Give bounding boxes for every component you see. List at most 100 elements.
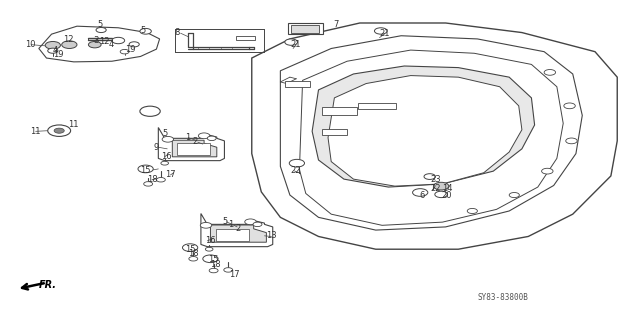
Polygon shape	[299, 50, 563, 225]
Polygon shape	[280, 36, 582, 230]
Text: 22: 22	[431, 184, 441, 193]
Circle shape	[48, 48, 58, 53]
Circle shape	[205, 247, 213, 251]
Bar	[358, 103, 396, 109]
Circle shape	[200, 222, 211, 228]
Text: 16: 16	[205, 236, 216, 245]
Text: 8: 8	[175, 28, 180, 37]
Circle shape	[207, 136, 216, 140]
Text: 3: 3	[93, 36, 98, 45]
Circle shape	[129, 42, 140, 47]
Text: 18: 18	[210, 260, 221, 269]
Circle shape	[161, 161, 169, 165]
Bar	[215, 229, 248, 241]
Text: 11: 11	[30, 127, 40, 136]
Text: 7: 7	[334, 20, 339, 29]
Polygon shape	[201, 213, 273, 247]
Circle shape	[289, 159, 304, 167]
Circle shape	[54, 128, 64, 133]
Text: 9: 9	[154, 143, 159, 152]
Text: 21: 21	[290, 40, 301, 49]
Text: 12: 12	[63, 35, 73, 44]
Text: 23: 23	[431, 175, 441, 184]
Text: FR.: FR.	[39, 280, 57, 290]
Text: 12: 12	[99, 37, 110, 46]
Circle shape	[413, 189, 428, 196]
Circle shape	[375, 28, 387, 34]
Text: 5: 5	[162, 129, 168, 138]
Text: 19: 19	[125, 44, 136, 54]
Text: 15: 15	[141, 166, 151, 175]
Circle shape	[509, 193, 519, 197]
Circle shape	[162, 136, 173, 142]
Circle shape	[89, 42, 101, 48]
Circle shape	[138, 165, 154, 173]
Polygon shape	[328, 76, 522, 186]
Text: 13: 13	[266, 231, 277, 240]
Text: 4: 4	[109, 40, 114, 49]
Bar	[291, 25, 318, 33]
Text: 17: 17	[165, 170, 175, 179]
Bar	[236, 36, 255, 40]
Text: 17: 17	[229, 269, 240, 279]
Text: SY83-83800B: SY83-83800B	[477, 293, 528, 302]
Circle shape	[285, 39, 297, 45]
Circle shape	[182, 244, 197, 252]
Polygon shape	[210, 225, 266, 242]
Text: 22: 22	[290, 166, 301, 175]
Text: 11: 11	[68, 120, 78, 130]
Circle shape	[45, 42, 61, 49]
Circle shape	[564, 103, 575, 109]
Text: 14: 14	[442, 184, 452, 193]
Text: 5: 5	[141, 26, 146, 35]
Circle shape	[467, 208, 477, 213]
Circle shape	[245, 219, 256, 225]
Text: 20: 20	[442, 191, 452, 200]
Bar	[322, 129, 347, 134]
Polygon shape	[312, 66, 534, 187]
Text: 15: 15	[208, 255, 218, 264]
Text: 2: 2	[192, 137, 198, 146]
Text: 1: 1	[185, 132, 190, 141]
Circle shape	[541, 168, 553, 174]
Circle shape	[224, 268, 233, 272]
Text: 1: 1	[228, 220, 234, 229]
Circle shape	[189, 257, 197, 261]
Circle shape	[112, 37, 125, 44]
Circle shape	[96, 28, 106, 33]
Circle shape	[140, 28, 152, 34]
Text: 5: 5	[222, 217, 227, 226]
Circle shape	[157, 178, 166, 182]
Polygon shape	[159, 127, 224, 161]
Bar	[288, 23, 323, 34]
Polygon shape	[173, 140, 217, 157]
Circle shape	[544, 69, 555, 75]
Circle shape	[209, 268, 218, 273]
Text: 18: 18	[147, 175, 157, 184]
Text: 10: 10	[25, 40, 35, 49]
Circle shape	[424, 174, 436, 180]
Circle shape	[62, 41, 77, 49]
Text: 16: 16	[162, 152, 172, 161]
Text: 2: 2	[236, 224, 241, 233]
Circle shape	[253, 222, 262, 227]
Text: 18: 18	[188, 250, 199, 259]
Text: 19: 19	[53, 50, 63, 59]
Text: 15: 15	[185, 245, 196, 254]
Bar	[285, 81, 310, 87]
Circle shape	[203, 255, 218, 263]
Circle shape	[48, 125, 71, 136]
Circle shape	[198, 133, 210, 139]
Circle shape	[434, 182, 449, 190]
Text: 4: 4	[53, 45, 58, 55]
Circle shape	[566, 138, 577, 144]
Text: 21: 21	[380, 29, 390, 38]
Bar	[177, 143, 210, 155]
Polygon shape	[39, 26, 160, 62]
Circle shape	[144, 182, 153, 186]
Bar	[322, 108, 357, 116]
Circle shape	[435, 191, 448, 197]
Circle shape	[140, 106, 161, 116]
Polygon shape	[252, 23, 617, 249]
Circle shape	[120, 50, 129, 54]
